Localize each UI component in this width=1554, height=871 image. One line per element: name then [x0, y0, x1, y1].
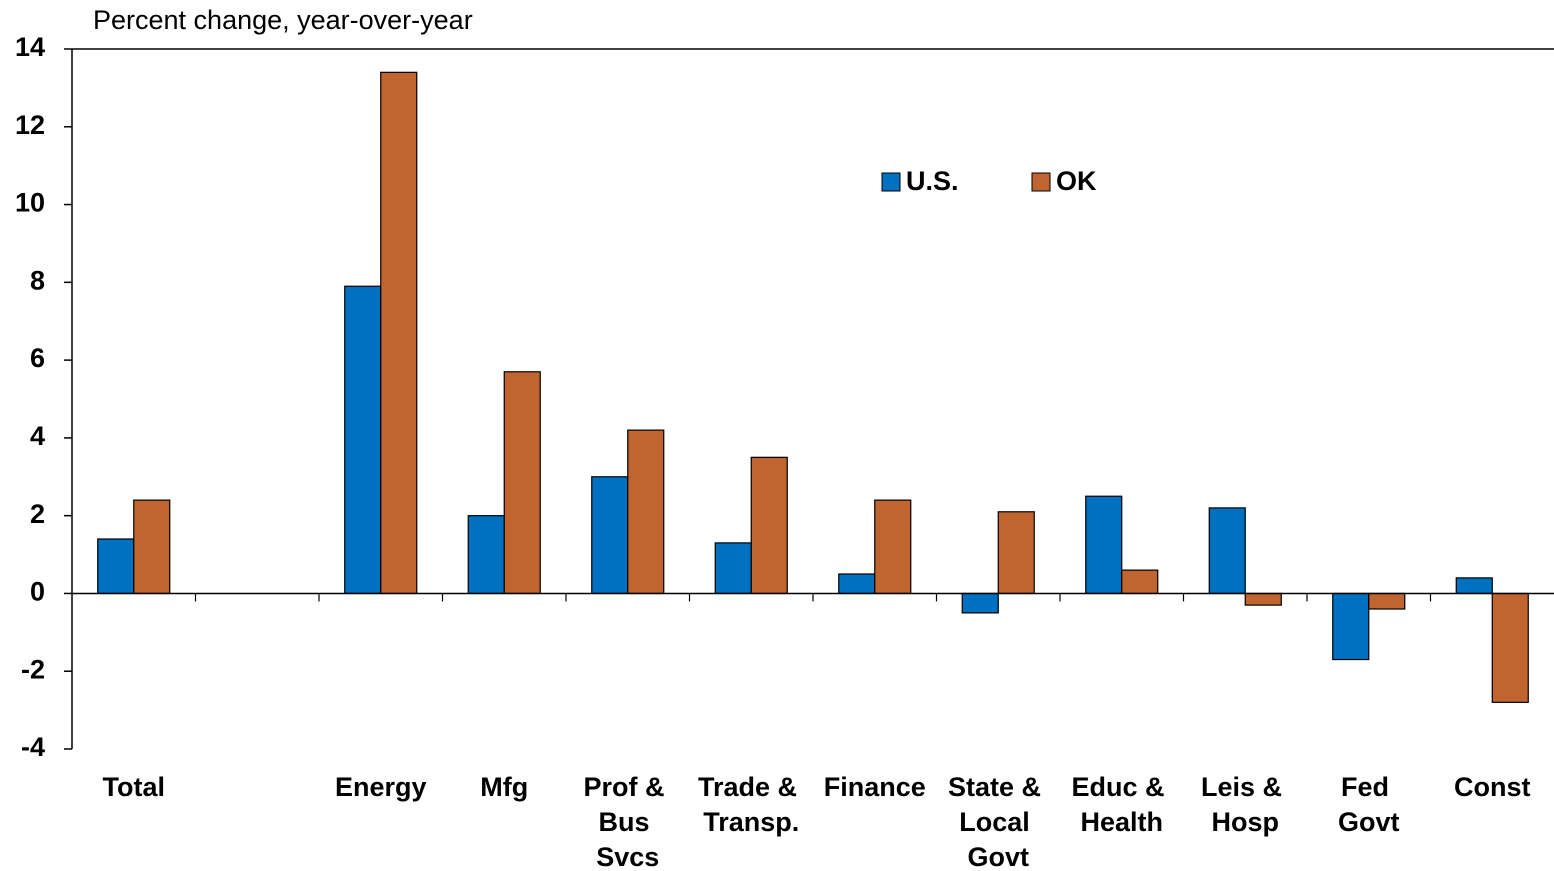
- bar: [1491, 592, 1529, 703]
- bar: [1121, 569, 1159, 595]
- y-tick-label: 4: [30, 421, 45, 451]
- bar: [1332, 592, 1370, 661]
- x-tick-label: Prof & Bus Svcs: [583, 772, 672, 871]
- x-tick-label: Finance: [824, 772, 926, 802]
- y-tick-label: -2: [21, 654, 45, 684]
- x-tick-label: Total: [103, 772, 166, 802]
- x-tick-label: State & Local Govt: [948, 772, 1049, 871]
- y-tick-label: 2: [30, 499, 45, 529]
- legend-swatch: [1031, 172, 1051, 192]
- bar: [1244, 592, 1282, 606]
- bar: [1455, 577, 1493, 595]
- y-tick-label: 6: [30, 343, 45, 373]
- chart-title: Percent change, year-over-year: [93, 5, 473, 35]
- y-tick-label: 8: [30, 265, 45, 295]
- y-tick-label: 12: [15, 110, 45, 140]
- bar: [1208, 507, 1246, 595]
- legend-label: OK: [1056, 166, 1097, 196]
- bar: [591, 476, 629, 595]
- x-tick-label: Energy: [335, 772, 427, 802]
- bar: [961, 592, 999, 614]
- bar: [344, 285, 382, 595]
- bar: [838, 573, 876, 595]
- bar: [97, 538, 135, 595]
- x-tick-label: Educ & Health: [1071, 772, 1172, 837]
- x-tick-label: Mfg: [480, 772, 528, 802]
- x-tick-label: Trade & Transp.: [698, 772, 805, 837]
- x-tick-label: Leis & Hosp: [1201, 772, 1290, 837]
- bar: [467, 515, 505, 595]
- y-tick-label: -4: [21, 732, 45, 762]
- bar: [627, 429, 665, 595]
- y-tick-label: 10: [15, 188, 45, 218]
- y-tick-label: 14: [15, 32, 45, 62]
- bar: [750, 456, 788, 595]
- x-tick-label: Const: [1454, 772, 1531, 802]
- bar: [874, 499, 912, 595]
- x-tick-label: Fed Govt: [1338, 772, 1400, 837]
- bar: [997, 511, 1035, 595]
- bar: [714, 542, 752, 595]
- legend-swatch: [881, 172, 901, 192]
- bar: [1085, 495, 1123, 595]
- bar: [1368, 592, 1406, 610]
- bar: [503, 371, 541, 595]
- bar: [133, 499, 171, 595]
- y-tick-label: 0: [30, 577, 45, 607]
- bar: [380, 71, 418, 595]
- legend-label: U.S.: [906, 166, 959, 196]
